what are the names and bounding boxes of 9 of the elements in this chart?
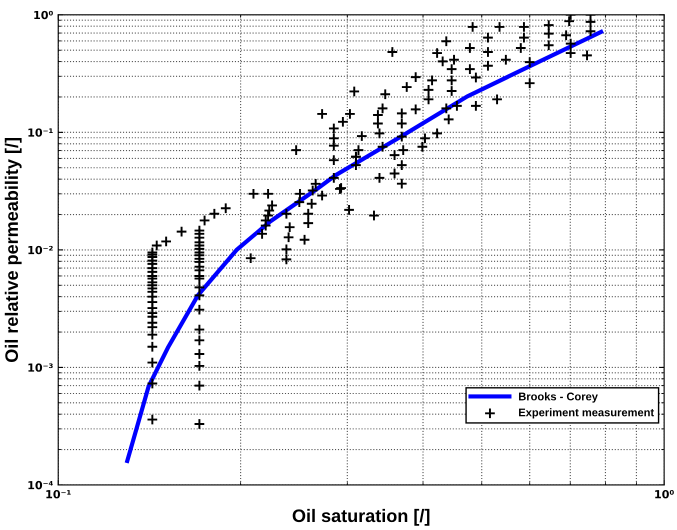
x-axis-title: Oil saturation [/] [292, 508, 430, 526]
y-tick-label: 10⁻¹ [28, 128, 53, 137]
y-tick-label: 10⁻⁴ [28, 480, 53, 490]
legend-label: Brooks - Corey [519, 392, 598, 403]
y-tick-label: 10⁻³ [28, 363, 53, 372]
legend-label: Experiment measurement [519, 408, 654, 419]
y-tick-label: 10⁻² [28, 246, 53, 254]
y-tick-label: 10⁰ [34, 10, 53, 20]
y-axis-title: Oil relative permeability [/] [4, 138, 22, 362]
